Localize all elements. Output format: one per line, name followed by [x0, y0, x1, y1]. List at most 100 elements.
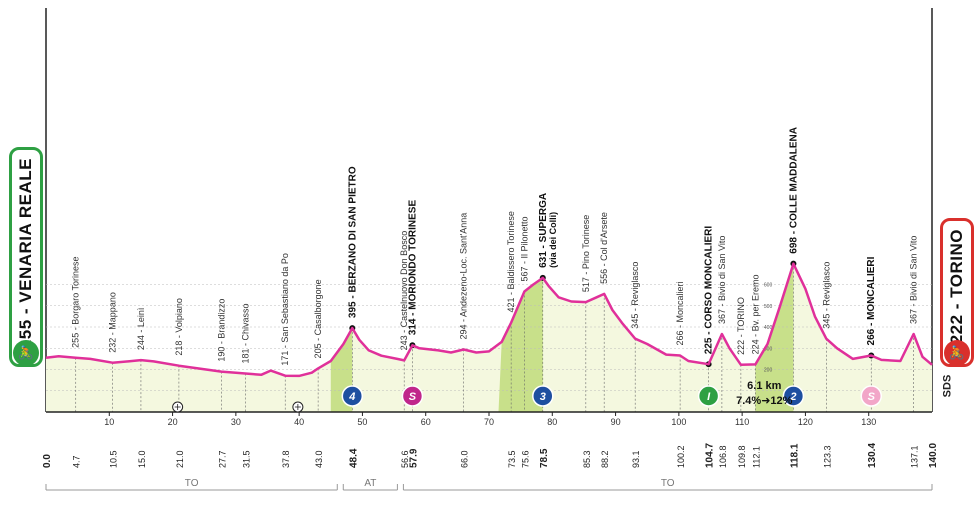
x-tick-label: 40: [294, 417, 304, 427]
km-distance-label: 130.4: [867, 443, 878, 468]
km-distance-label: 104.7: [705, 443, 716, 468]
altitude-scale-label: 600: [764, 283, 773, 289]
km-distance-label: 93.1: [631, 450, 641, 468]
altitude-scale-label: 500: [764, 304, 773, 310]
x-tick-label: 100: [671, 417, 686, 427]
km-distance-label: 137.1: [910, 445, 920, 468]
climb-area-1: [498, 277, 543, 412]
waypoint-label: 171 - San Sebastiano da Po: [280, 253, 290, 366]
km-distance-label: 66.0: [460, 450, 470, 468]
waypoint-label: 556 - Col d'Arsete: [599, 212, 609, 284]
waypoint-label: 345 - Reviglasco: [821, 262, 831, 329]
km-distance-label: 27.7: [217, 450, 227, 468]
waypoint-label: 631 - SUPERGA: [538, 193, 549, 268]
cyclist-icon: 🚴: [13, 340, 39, 366]
category-marker-label: 2: [789, 391, 796, 403]
waypoint-label: 517 - Pino Torinese: [581, 215, 591, 292]
waypoint-label: 395 - BERZANO DI SAN PIETRO: [347, 166, 358, 318]
intermediate-marker-label: I: [707, 391, 711, 403]
sprint-marker: [401, 385, 424, 407]
waypoint-label: 314 - MORIONDO TORINESE: [407, 200, 418, 336]
km-distance-label: 37.8: [281, 450, 291, 468]
altitude-scale-label: 300: [764, 346, 773, 352]
category-marker: [532, 385, 554, 407]
x-tick-label: 80: [547, 417, 557, 427]
x-tick-label: 130: [861, 417, 876, 427]
waypoint-label: 367 - Bivio di San Vito: [717, 236, 727, 324]
profile-line: [45, 262, 933, 378]
km-distance-label: 57.9: [408, 448, 419, 468]
km-distance-label: 10.5: [108, 450, 118, 468]
km-distance-label: 140.0: [928, 443, 939, 468]
km-distance-label: 43.0: [314, 450, 324, 468]
category-marker-label: 3: [540, 391, 546, 403]
waypoint-label: 181 - Chivasso: [240, 304, 250, 364]
intermediate-marker: [697, 385, 720, 407]
waypoint-label: 567 - Il Pilonetto: [519, 216, 529, 281]
km-distance-label: 73.5: [507, 450, 517, 468]
waypoint-label: 222 - TORINO: [736, 297, 746, 355]
x-tick-label: 90: [611, 417, 621, 427]
km-distance-label: 109.8: [737, 445, 747, 468]
province-label: TO: [661, 478, 675, 489]
x-tick-label: 10: [104, 417, 114, 427]
waypoint-label: 232 - Mappano: [107, 292, 117, 353]
cyclist-icon: 🚴: [944, 340, 970, 366]
waypoint-label: 345 - Reviglasco: [630, 262, 640, 329]
x-tick-label: 30: [231, 417, 241, 427]
km-distance-label: 78.5: [539, 448, 550, 468]
waypoint-label: 225 - CORSO MONCALIERI: [704, 226, 715, 355]
waypoint-label: 367 - Bivio di San Vito: [909, 236, 919, 324]
x-tick-label: 60: [421, 417, 431, 427]
waypoint-label: 294 - Andezeno-Loc. Sant'Anna: [459, 213, 469, 340]
altitude-scale-label: 400: [764, 325, 773, 331]
category-marker-label: 4: [348, 391, 355, 403]
km-distance-label: 100.2: [676, 445, 686, 468]
km-distance-label: 31.5: [241, 450, 251, 468]
waypoint-label: 266 - Moncalieri: [675, 281, 685, 345]
category-marker: [341, 385, 364, 407]
x-tick-label: 110: [735, 417, 749, 427]
category-marker: [782, 385, 805, 407]
km-distance-label: 88.2: [600, 450, 610, 468]
x-tick-label: 20: [168, 417, 178, 427]
climb-length-note: 6.1 km: [747, 380, 781, 392]
km-distance-label: 75.6: [520, 450, 530, 468]
waypoint-label: 243 - Castelnuovo Don Bosco: [399, 231, 409, 351]
waypoint-label: 218 - Volpiano: [174, 298, 184, 356]
waypoint-sublabel: (via dei Colli): [548, 212, 558, 268]
km-distance-label: 4.7: [72, 455, 82, 468]
km-distance-label: 85.3: [582, 450, 592, 468]
waypoint-label: 698 - COLLE MADDALENA: [788, 127, 799, 254]
start-location-box: 255 - VENARIA REALE 🚴: [9, 147, 43, 367]
waypoint-label: 255 - Borgaro Torinese: [71, 256, 81, 347]
waypoint-label: 190 - Brandizzo: [216, 299, 226, 362]
waypoint-label: 244 - Leinì: [136, 308, 146, 351]
x-tick-label: 70: [484, 417, 494, 427]
finish-location-box: 222 - TORINO 🚴: [940, 218, 974, 367]
province-label: TO: [185, 478, 199, 489]
waypoint-label: 421 - Baldissero Torinese: [506, 211, 516, 312]
km-distance-label: 118.1: [789, 443, 800, 468]
profile-area: [46, 263, 932, 412]
km-distance-label: 56.6: [400, 450, 410, 468]
altitude-scale-label: 200: [764, 368, 773, 374]
sprint-marker: [860, 385, 882, 407]
km-distance-label: 123.3: [822, 445, 832, 468]
climb-area-2: [755, 263, 794, 412]
km-distance-label: 15.0: [137, 450, 147, 468]
waypoint-label: 205 - Casalborgone: [313, 279, 323, 358]
x-tick-label: 50: [357, 417, 367, 427]
province-label: AT: [364, 478, 376, 489]
sprint-marker-label: S: [868, 391, 876, 403]
km-distance-label: 48.4: [348, 448, 359, 468]
waypoint-label: 224 - Bv. per Eremo: [750, 275, 760, 355]
x-tick-label: 120: [798, 417, 813, 427]
sprint-marker-label: S: [409, 391, 417, 403]
km-distance-label: 0.0: [42, 454, 53, 468]
km-distance-label: 21.0: [175, 450, 185, 468]
km-distance-label: 112.1: [751, 446, 761, 468]
km-distance-label: 106.8: [718, 445, 728, 468]
climb-gradient-note: 7.4%➜12%: [736, 395, 793, 407]
